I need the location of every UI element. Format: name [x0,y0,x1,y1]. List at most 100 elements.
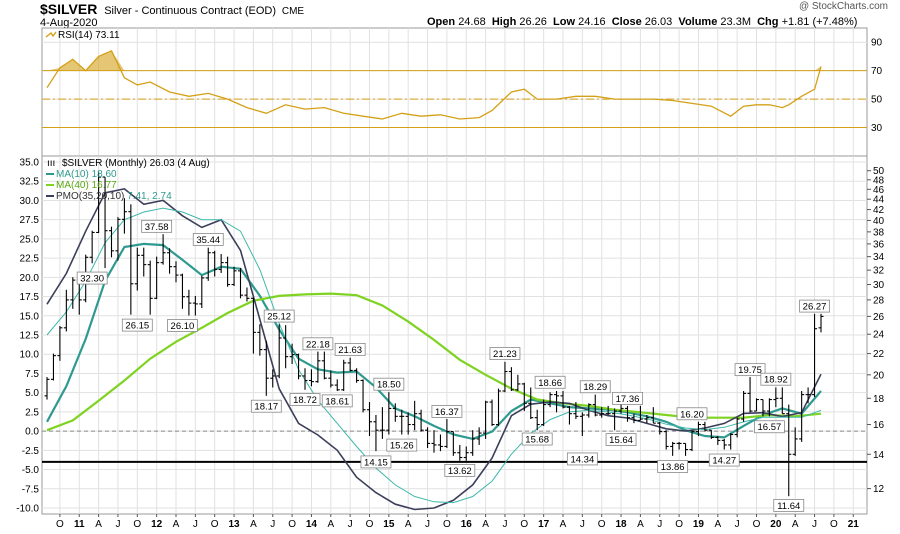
price-annotation: 14.34 [566,452,598,466]
price-legend: ııı $SILVER (Monthly) 26.03 (4 Aug) MA(1… [46,158,210,202]
price-bar [257,324,263,356]
x-tick-label: 16 [461,519,473,530]
price-bar [444,419,450,449]
price-y-tick-label: 36 [873,239,885,250]
price-annotation-label: 13.86 [661,462,685,473]
price-annotation-box [444,464,476,477]
price-annotation-box [250,399,282,413]
rsi-line [46,49,822,120]
price-bar [186,289,192,316]
x-tick-label: J [348,519,353,530]
price-bar [167,248,173,274]
price-bar [102,176,108,269]
price-bar [276,324,282,379]
rsi-panel: 90 70 50 30 RSI(14) 73.11 [41,27,883,157]
price-bar [50,353,56,381]
price-bar [341,359,347,391]
price-annotation: 14.27 [708,453,740,467]
price-bar [412,400,418,431]
price-annotation-box [579,380,611,394]
price-annotation-box [566,452,598,466]
price-annotation-box [605,433,637,447]
price-annotation-label: 16.20 [680,409,704,420]
price-annotation-label: 35.44 [196,235,220,246]
x-tick-label: J [657,519,662,530]
price-bar [483,400,489,439]
price-bar [476,427,482,445]
price-bar [44,377,50,400]
price-y-tick-label: 28 [873,295,885,306]
ohlc-volume: Volume 23.3M [678,16,751,28]
price-bar [631,413,637,424]
watermark: @ StockCharts.com [798,1,888,12]
price-annotation: 35.44 [192,233,224,246]
price-annotation: 16.20 [676,407,708,420]
x-tick-label: A [560,519,567,530]
price-annotation-label: 18.66 [538,378,562,389]
series-line-pmo-signal [46,207,822,504]
price-bar [547,392,553,408]
price-annotation: 22.18 [302,337,334,350]
price-y-tick-label: 46 [873,185,885,196]
price-bar [218,254,224,273]
price-bar [134,247,140,291]
pmo-y-tick-label: -10.0 [16,504,39,515]
price-y-tick-label: 32 [873,266,885,277]
price-annotation-box [263,309,295,323]
price-bar [57,326,63,361]
price-bar [650,407,656,424]
price-bar [773,387,779,408]
price-bar [263,340,269,396]
symbol-label: $SILVER [40,1,98,17]
price-bar [315,351,321,383]
price-bar [586,403,592,418]
price-y-tick-label: 30 [873,280,885,291]
price-bar [367,402,372,436]
price-bar [437,434,443,452]
rsi-y-tick-label: 30 [871,123,883,134]
price-bar [573,402,579,420]
price-bar [70,277,76,309]
price-annotation-label: 17.36 [616,394,640,405]
price-annotation-box [360,455,392,469]
x-tick-label: O [753,519,761,530]
price-y-tick-label: 48 [873,175,885,186]
ohlc-open: Open 24.68 [427,16,486,28]
price-y-tick-label: 42 [873,205,885,216]
price-annotation: 25.12 [263,309,295,323]
price-bar [321,351,327,380]
price-bar [702,421,708,432]
x-tick-label: O [830,519,838,530]
price-annotation: 18.17 [250,399,282,413]
price-bar [818,313,824,333]
price-annotation-box [799,299,830,313]
price-bar [296,353,302,380]
symbol-title: $SILVER Silver - Continuous Contract (EO… [40,1,304,17]
price-y-tick-label: 44 [873,195,885,206]
price-bar [147,260,153,315]
x-tick-label: O [675,519,683,530]
price-y-tick-label: 12 [873,484,885,495]
price-bar [121,198,127,234]
price-annotation-label: 21.23 [493,349,517,360]
price-annotation-box [612,391,643,405]
price-annotation-label: 16.57 [758,422,782,433]
price-y-tick-label: 24 [873,330,885,341]
price-annotation-box [167,319,198,332]
date-label: 4-Aug-2020 [40,17,98,29]
price-annotation-label: 15.68 [525,435,549,446]
price-bar [128,204,134,315]
price-bar [154,256,160,300]
ohlc-low: Low 24.16 [553,16,606,28]
legend-ma10: MA(10) 18.60 [56,169,117,180]
price-bar [199,275,205,308]
price-annotation-box [334,342,366,356]
price-y-tick-label: 14 [873,450,885,461]
price-bar [457,444,463,461]
x-tick-label: A [482,519,489,530]
price-bar [379,407,385,439]
x-tick-label: J [115,519,120,530]
price-annotation-box [489,347,521,360]
legend-price: $SILVER (Monthly) 26.03 (4 Aug) [62,158,210,169]
rsi-legend: RSI(14) 73.11 [45,30,120,41]
